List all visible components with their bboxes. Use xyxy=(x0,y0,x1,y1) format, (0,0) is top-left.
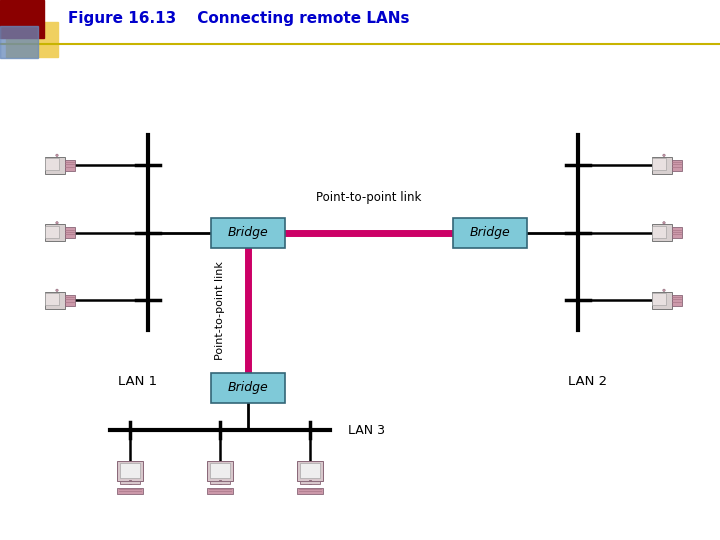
Bar xyxy=(45,226,59,238)
Bar xyxy=(0,0,44,38)
Bar xyxy=(672,227,682,238)
Text: Point-to-point link: Point-to-point link xyxy=(215,261,225,360)
Bar xyxy=(207,461,233,481)
Bar xyxy=(117,488,143,494)
Bar xyxy=(45,157,65,173)
Bar xyxy=(120,481,140,484)
Circle shape xyxy=(56,154,58,157)
Bar xyxy=(672,294,682,306)
Text: Figure 16.13    Connecting remote LANs: Figure 16.13 Connecting remote LANs xyxy=(68,10,410,25)
Circle shape xyxy=(663,221,665,224)
Text: Bridge: Bridge xyxy=(228,226,269,239)
Circle shape xyxy=(663,289,665,292)
Bar xyxy=(207,488,233,494)
Text: Bridge: Bridge xyxy=(469,226,510,239)
Bar xyxy=(65,294,75,306)
Bar xyxy=(0,26,38,58)
Bar xyxy=(652,158,667,170)
FancyBboxPatch shape xyxy=(211,218,285,247)
Bar xyxy=(672,159,682,171)
Circle shape xyxy=(56,221,58,224)
Bar xyxy=(297,461,323,481)
Bar xyxy=(117,461,143,481)
Text: LAN 1: LAN 1 xyxy=(118,375,158,388)
Bar xyxy=(45,292,65,308)
Bar xyxy=(6,22,58,57)
Bar xyxy=(45,293,59,305)
Bar xyxy=(65,159,75,171)
Bar xyxy=(652,224,672,241)
Bar xyxy=(120,463,140,478)
Bar xyxy=(45,224,65,241)
Bar xyxy=(45,158,59,170)
Bar xyxy=(210,463,230,478)
Circle shape xyxy=(663,154,665,157)
Bar xyxy=(652,293,667,305)
Text: LAN 3: LAN 3 xyxy=(348,423,385,436)
Bar xyxy=(297,488,323,494)
Text: LAN 2: LAN 2 xyxy=(568,375,608,388)
FancyBboxPatch shape xyxy=(211,373,285,403)
Bar xyxy=(210,481,230,484)
Text: Bridge: Bridge xyxy=(228,381,269,395)
Bar xyxy=(300,463,320,478)
Bar xyxy=(65,227,75,238)
Bar xyxy=(300,481,320,484)
Bar xyxy=(652,157,672,173)
Circle shape xyxy=(56,289,58,292)
Bar xyxy=(652,226,667,238)
FancyBboxPatch shape xyxy=(453,218,527,247)
Bar xyxy=(652,292,672,308)
Text: Point-to-point link: Point-to-point link xyxy=(316,192,422,205)
